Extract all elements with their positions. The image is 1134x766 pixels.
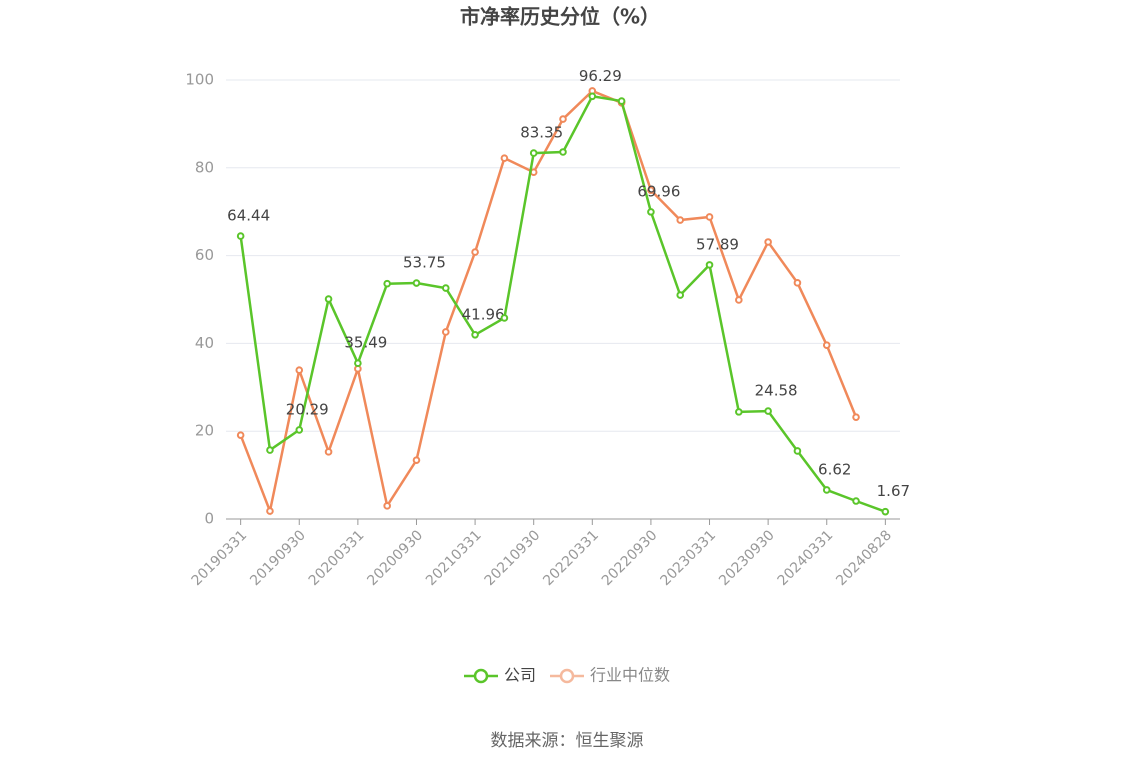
data-point [266, 446, 274, 454]
legend-marker [559, 668, 575, 684]
data-point [236, 232, 245, 240]
x-tick-label: 20190331 [189, 527, 251, 589]
x-tick-label: 20230930 [716, 527, 778, 589]
source-note: 数据来源：恒生聚源 [491, 731, 644, 751]
data-label: 69.96 [637, 182, 680, 200]
data-point [383, 502, 391, 510]
data-point [647, 186, 655, 194]
x-tick-label: 20200930 [364, 527, 426, 589]
data-point [324, 448, 333, 456]
data-point [647, 208, 655, 216]
data-point [764, 407, 772, 415]
data-point [471, 248, 479, 256]
y-tick-label: 0 [204, 510, 214, 528]
data-label: 57.89 [696, 235, 739, 253]
data-point [354, 359, 362, 367]
data-point [705, 213, 714, 221]
data-point [559, 148, 567, 156]
data-label: 41.96 [462, 305, 505, 323]
data-label: 64.44 [227, 207, 270, 225]
data-point [617, 97, 626, 105]
data-point [471, 330, 479, 339]
data-point [295, 426, 304, 434]
data-point [793, 279, 802, 287]
series-line [239, 94, 886, 513]
data-point [676, 291, 685, 299]
data-label: 6.62 [818, 460, 851, 478]
data-point [529, 149, 538, 157]
data-label: 24.58 [755, 382, 798, 400]
x-tick-label: 20210331 [423, 527, 485, 589]
data-point [793, 447, 802, 455]
data-label: 35.49 [344, 334, 387, 352]
data-point [676, 216, 685, 224]
data-point [266, 507, 274, 515]
x-tick-label: 20220331 [540, 527, 602, 589]
data-point [735, 408, 743, 416]
data-label: 96.29 [579, 67, 622, 85]
data-point [441, 328, 450, 336]
x-tick-label: 20220930 [599, 527, 661, 589]
chart-title: 市净率历史分位（%） [460, 5, 660, 29]
data-label: 53.75 [403, 254, 446, 272]
data-point [822, 341, 831, 349]
data-point [295, 366, 304, 374]
data-label: 1.67 [877, 482, 910, 500]
data-point [822, 486, 831, 494]
data-point [705, 261, 714, 269]
x-tick-label: 20240331 [775, 527, 837, 589]
data-point [588, 92, 597, 101]
legend-label: 公司 [504, 666, 536, 685]
data-point [412, 279, 421, 287]
data-point [412, 456, 421, 464]
data-point [881, 507, 890, 516]
data-point [559, 115, 567, 123]
legend-marker [473, 668, 489, 684]
data-point [764, 238, 772, 246]
x-tick-label: 20200331 [306, 527, 368, 589]
y-tick-label: 80 [195, 158, 214, 176]
x-tick-label: 20210930 [482, 527, 544, 589]
data-label: 20.29 [286, 400, 329, 418]
data-point [500, 154, 509, 162]
y-tick-label: 60 [195, 246, 214, 264]
legend-label: 行业中位数 [590, 666, 670, 685]
data-point [236, 431, 245, 439]
x-tick-label: 20230331 [657, 527, 719, 589]
data-point [735, 296, 743, 304]
data-point [852, 413, 860, 421]
data-label: 83.35 [520, 124, 563, 142]
data-point [852, 497, 860, 505]
x-tick-label: 20190930 [247, 527, 309, 589]
y-tick-label: 20 [195, 422, 214, 440]
data-point [324, 295, 333, 303]
data-point [441, 284, 450, 292]
data-point [383, 279, 391, 288]
y-tick-label: 40 [195, 334, 214, 352]
series-line [239, 89, 858, 516]
data-point [500, 314, 509, 322]
x-tick-label: 20240828 [833, 527, 895, 589]
y-tick-label: 100 [185, 71, 214, 89]
